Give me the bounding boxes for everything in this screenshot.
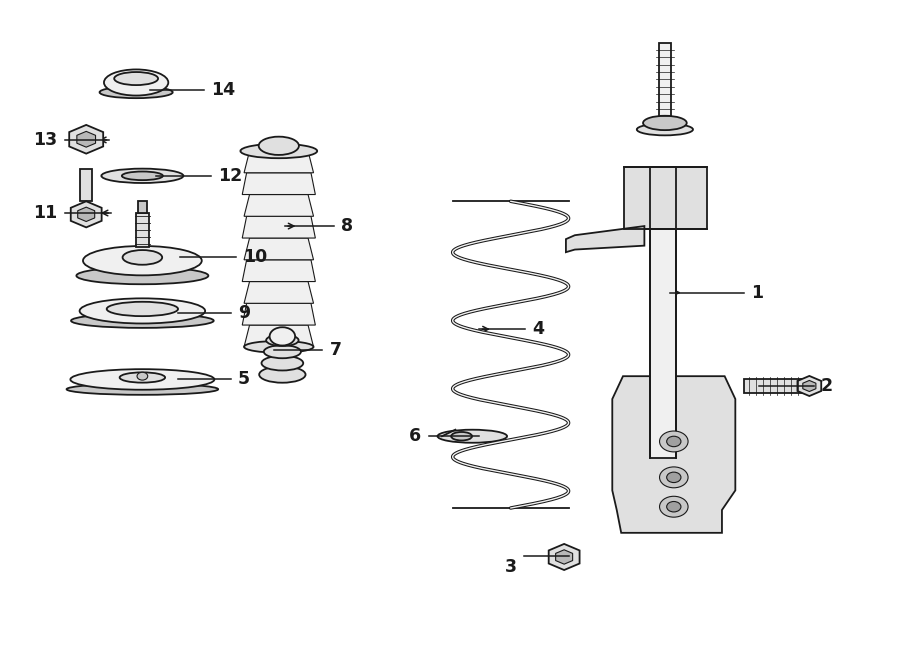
Polygon shape — [136, 213, 149, 247]
Ellipse shape — [122, 171, 163, 180]
Polygon shape — [242, 303, 315, 325]
Ellipse shape — [637, 124, 693, 136]
Circle shape — [137, 372, 148, 380]
Ellipse shape — [240, 144, 317, 158]
Ellipse shape — [67, 383, 218, 395]
Polygon shape — [242, 173, 315, 194]
Polygon shape — [624, 167, 706, 229]
Text: 12: 12 — [218, 167, 242, 186]
Text: 3: 3 — [505, 558, 517, 576]
Text: 11: 11 — [33, 204, 58, 222]
Circle shape — [667, 436, 681, 447]
Polygon shape — [69, 125, 104, 153]
Polygon shape — [744, 379, 802, 393]
Circle shape — [660, 431, 688, 452]
Text: 9: 9 — [238, 304, 250, 322]
Polygon shape — [138, 201, 147, 213]
Polygon shape — [244, 325, 313, 347]
Ellipse shape — [264, 345, 301, 358]
Ellipse shape — [451, 432, 472, 440]
Polygon shape — [244, 282, 313, 303]
Text: 14: 14 — [211, 81, 235, 99]
Text: 2: 2 — [821, 377, 833, 395]
Ellipse shape — [79, 298, 205, 323]
Ellipse shape — [259, 366, 306, 383]
Text: 4: 4 — [532, 320, 544, 338]
Polygon shape — [242, 216, 315, 238]
Text: 6: 6 — [410, 427, 421, 446]
Ellipse shape — [262, 356, 303, 370]
Text: 1: 1 — [752, 284, 763, 301]
Ellipse shape — [270, 327, 295, 346]
Polygon shape — [566, 226, 644, 253]
Ellipse shape — [76, 267, 209, 284]
Polygon shape — [549, 544, 580, 570]
Text: 7: 7 — [329, 341, 342, 359]
Polygon shape — [77, 207, 94, 221]
Ellipse shape — [71, 313, 213, 328]
Circle shape — [660, 496, 688, 517]
Polygon shape — [650, 167, 677, 458]
Text: 10: 10 — [243, 249, 267, 266]
Ellipse shape — [120, 372, 165, 383]
Ellipse shape — [70, 369, 214, 390]
Circle shape — [667, 502, 681, 512]
Ellipse shape — [122, 250, 162, 265]
Polygon shape — [244, 238, 313, 260]
Polygon shape — [612, 376, 735, 533]
Ellipse shape — [83, 246, 202, 276]
Ellipse shape — [100, 87, 173, 98]
Polygon shape — [244, 151, 313, 173]
Text: 8: 8 — [341, 217, 354, 235]
Polygon shape — [242, 260, 315, 282]
Polygon shape — [555, 550, 572, 564]
Polygon shape — [797, 376, 821, 396]
Polygon shape — [659, 44, 671, 123]
Polygon shape — [80, 169, 93, 201]
Circle shape — [667, 472, 681, 483]
Text: 13: 13 — [33, 131, 58, 149]
Polygon shape — [71, 201, 102, 227]
Ellipse shape — [107, 302, 178, 316]
Ellipse shape — [104, 69, 168, 96]
Ellipse shape — [258, 137, 299, 155]
Ellipse shape — [437, 430, 507, 443]
Text: 5: 5 — [238, 370, 250, 389]
Ellipse shape — [244, 341, 313, 353]
Circle shape — [660, 467, 688, 488]
Ellipse shape — [102, 169, 184, 183]
Ellipse shape — [643, 116, 687, 130]
Polygon shape — [803, 381, 816, 391]
Ellipse shape — [266, 334, 299, 346]
Polygon shape — [244, 194, 313, 216]
Ellipse shape — [114, 72, 158, 85]
Polygon shape — [76, 132, 95, 147]
